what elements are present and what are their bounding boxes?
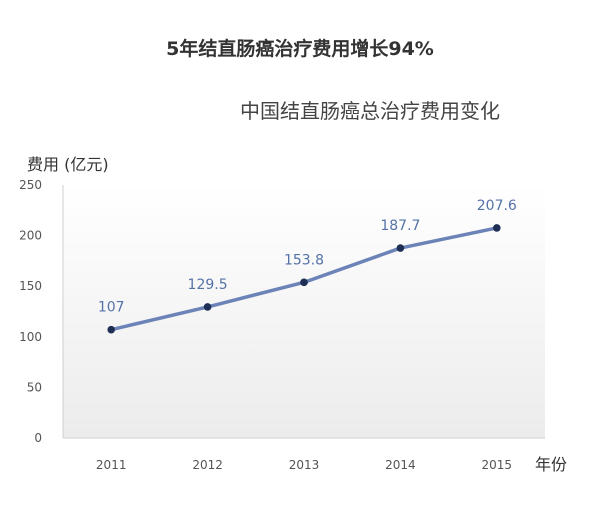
y-tick-label: 0 [34,431,42,445]
data-point [300,278,308,287]
tick-labels: 0 50 100 150 200 250 2011 2012 2013 2014 2015 [19,178,512,472]
x-axis-label: 年份 [535,455,567,474]
x-tick-label: 2013 [289,458,320,472]
data-label: 107 [98,300,125,316]
data-point [396,244,405,252]
data-label: 153.8 [284,252,324,268]
data-label: 129.5 [188,277,228,293]
series-group: 107 129.5 153.8 187.7 207.6 [98,198,517,334]
y-tick-label: 100 [19,330,42,344]
y-tick-label: 50 [27,380,42,394]
x-tick-label: 2014 [385,458,416,472]
y-tick-label: 250 [19,178,42,192]
x-tick-label: 2011 [96,458,127,472]
x-tick-label: 2012 [192,458,223,472]
data-point [493,224,501,232]
plot-area [63,185,545,438]
data-point [107,325,115,334]
y-axis-label: 费用 (亿元) [27,155,109,174]
y-tick-label: 150 [19,279,42,293]
data-point [203,303,212,311]
chart-title: 5年结直肠癌治疗费用增长94% [166,38,434,60]
x-tick-label: 2015 [482,458,513,472]
data-label: 207.6 [477,198,517,214]
y-tick-label: 200 [19,229,42,243]
data-label: 187.7 [380,218,420,234]
chart-subtitle: 中国结直肠癌总治疗费用变化 [240,99,500,123]
